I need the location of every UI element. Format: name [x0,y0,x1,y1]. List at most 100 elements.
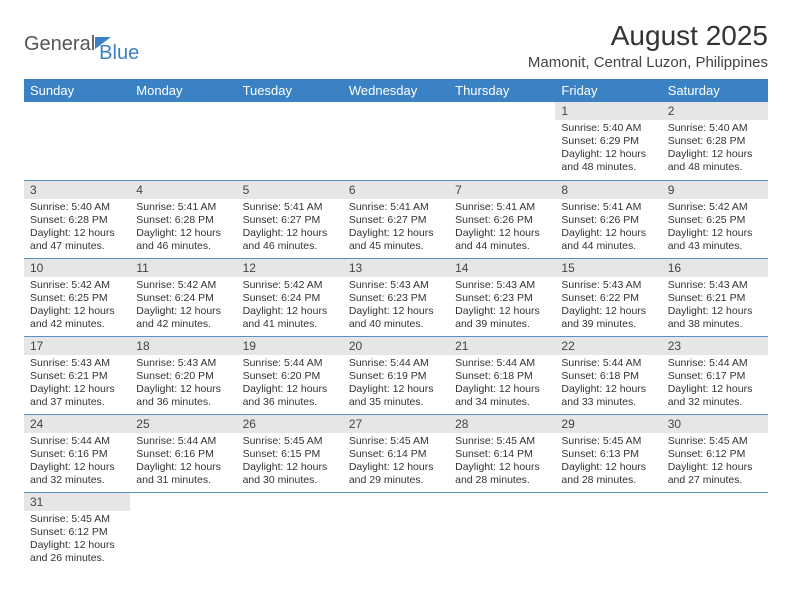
sunset-text: Sunset: 6:12 PM [668,448,762,461]
calendar-day-cell [130,492,236,570]
daylight-text: Daylight: 12 hours and 32 minutes. [30,461,124,487]
daylight-text: Daylight: 12 hours and 27 minutes. [668,461,762,487]
daylight-text: Daylight: 12 hours and 46 minutes. [243,227,337,253]
day-details: Sunrise: 5:43 AMSunset: 6:20 PMDaylight:… [130,355,236,413]
calendar-day-cell: 28Sunrise: 5:45 AMSunset: 6:14 PMDayligh… [449,414,555,492]
day-details: Sunrise: 5:45 AMSunset: 6:12 PMDaylight:… [24,511,130,569]
sunset-text: Sunset: 6:13 PM [561,448,655,461]
calendar-week-row: 3Sunrise: 5:40 AMSunset: 6:28 PMDaylight… [24,180,768,258]
sunrise-text: Sunrise: 5:44 AM [136,435,230,448]
calendar-table: Sunday Monday Tuesday Wednesday Thursday… [24,79,768,570]
sunrise-text: Sunrise: 5:44 AM [349,357,443,370]
calendar-day-cell: 19Sunrise: 5:44 AMSunset: 6:20 PMDayligh… [237,336,343,414]
calendar-week-row: 17Sunrise: 5:43 AMSunset: 6:21 PMDayligh… [24,336,768,414]
calendar-day-cell [130,102,236,180]
page-header: General Blue August 2025 Mamonit, Centra… [24,20,768,71]
daylight-text: Daylight: 12 hours and 45 minutes. [349,227,443,253]
calendar-day-cell: 1Sunrise: 5:40 AMSunset: 6:29 PMDaylight… [555,102,661,180]
sunset-text: Sunset: 6:16 PM [30,448,124,461]
day-number: 2 [662,102,768,120]
logo-text-blue: Blue [99,42,139,65]
calendar-day-cell: 9Sunrise: 5:42 AMSunset: 6:25 PMDaylight… [662,180,768,258]
daylight-text: Daylight: 12 hours and 31 minutes. [136,461,230,487]
sunrise-text: Sunrise: 5:41 AM [561,201,655,214]
logo: General Blue [24,20,139,65]
day-details: Sunrise: 5:44 AMSunset: 6:18 PMDaylight:… [449,355,555,413]
calendar-day-cell: 5Sunrise: 5:41 AMSunset: 6:27 PMDaylight… [237,180,343,258]
sunrise-text: Sunrise: 5:43 AM [455,279,549,292]
calendar-day-cell [555,492,661,570]
day-details: Sunrise: 5:41 AMSunset: 6:28 PMDaylight:… [130,199,236,257]
daylight-text: Daylight: 12 hours and 44 minutes. [455,227,549,253]
sunset-text: Sunset: 6:21 PM [668,292,762,305]
calendar-day-cell: 6Sunrise: 5:41 AMSunset: 6:27 PMDaylight… [343,180,449,258]
calendar-day-cell: 26Sunrise: 5:45 AMSunset: 6:15 PMDayligh… [237,414,343,492]
day-details: Sunrise: 5:45 AMSunset: 6:13 PMDaylight:… [555,433,661,491]
day-details: Sunrise: 5:41 AMSunset: 6:27 PMDaylight:… [343,199,449,257]
sunrise-text: Sunrise: 5:42 AM [136,279,230,292]
calendar-day-cell: 27Sunrise: 5:45 AMSunset: 6:14 PMDayligh… [343,414,449,492]
sunrise-text: Sunrise: 5:41 AM [136,201,230,214]
daylight-text: Daylight: 12 hours and 48 minutes. [668,148,762,174]
day-details: Sunrise: 5:44 AMSunset: 6:16 PMDaylight:… [24,433,130,491]
sunrise-text: Sunrise: 5:44 AM [668,357,762,370]
daylight-text: Daylight: 12 hours and 37 minutes. [30,383,124,409]
daylight-text: Daylight: 12 hours and 36 minutes. [136,383,230,409]
daylight-text: Daylight: 12 hours and 34 minutes. [455,383,549,409]
sunrise-text: Sunrise: 5:45 AM [668,435,762,448]
day-number: 15 [555,259,661,277]
day-header: Wednesday [343,79,449,102]
day-details: Sunrise: 5:45 AMSunset: 6:14 PMDaylight:… [343,433,449,491]
sunrise-text: Sunrise: 5:42 AM [30,279,124,292]
sunrise-text: Sunrise: 5:45 AM [349,435,443,448]
daylight-text: Daylight: 12 hours and 42 minutes. [136,305,230,331]
daylight-text: Daylight: 12 hours and 32 minutes. [668,383,762,409]
day-number: 11 [130,259,236,277]
day-header: Monday [130,79,236,102]
calendar-week-row: 24Sunrise: 5:44 AMSunset: 6:16 PMDayligh… [24,414,768,492]
sunrise-text: Sunrise: 5:42 AM [668,201,762,214]
day-details: Sunrise: 5:45 AMSunset: 6:12 PMDaylight:… [662,433,768,491]
calendar-day-cell: 25Sunrise: 5:44 AMSunset: 6:16 PMDayligh… [130,414,236,492]
sunset-text: Sunset: 6:23 PM [455,292,549,305]
sunset-text: Sunset: 6:24 PM [136,292,230,305]
day-number: 27 [343,415,449,433]
daylight-text: Daylight: 12 hours and 28 minutes. [561,461,655,487]
calendar-day-cell: 21Sunrise: 5:44 AMSunset: 6:18 PMDayligh… [449,336,555,414]
day-details: Sunrise: 5:44 AMSunset: 6:16 PMDaylight:… [130,433,236,491]
calendar-day-cell: 16Sunrise: 5:43 AMSunset: 6:21 PMDayligh… [662,258,768,336]
day-details: Sunrise: 5:41 AMSunset: 6:26 PMDaylight:… [449,199,555,257]
day-details: Sunrise: 5:44 AMSunset: 6:17 PMDaylight:… [662,355,768,413]
day-details: Sunrise: 5:43 AMSunset: 6:23 PMDaylight:… [449,277,555,335]
daylight-text: Daylight: 12 hours and 46 minutes. [136,227,230,253]
sunset-text: Sunset: 6:22 PM [561,292,655,305]
calendar-day-cell: 22Sunrise: 5:44 AMSunset: 6:18 PMDayligh… [555,336,661,414]
day-details: Sunrise: 5:45 AMSunset: 6:15 PMDaylight:… [237,433,343,491]
calendar-day-cell [343,102,449,180]
day-number: 19 [237,337,343,355]
sunrise-text: Sunrise: 5:45 AM [455,435,549,448]
day-details: Sunrise: 5:44 AMSunset: 6:20 PMDaylight:… [237,355,343,413]
sunset-text: Sunset: 6:25 PM [30,292,124,305]
calendar-day-cell: 24Sunrise: 5:44 AMSunset: 6:16 PMDayligh… [24,414,130,492]
sunset-text: Sunset: 6:12 PM [30,526,124,539]
sunset-text: Sunset: 6:28 PM [668,135,762,148]
day-number: 26 [237,415,343,433]
calendar-day-cell: 17Sunrise: 5:43 AMSunset: 6:21 PMDayligh… [24,336,130,414]
daylight-text: Daylight: 12 hours and 35 minutes. [349,383,443,409]
daylight-text: Daylight: 12 hours and 38 minutes. [668,305,762,331]
day-details: Sunrise: 5:40 AMSunset: 6:29 PMDaylight:… [555,120,661,178]
calendar-day-cell: 13Sunrise: 5:43 AMSunset: 6:23 PMDayligh… [343,258,449,336]
logo-text-general: General [24,33,95,56]
sunrise-text: Sunrise: 5:43 AM [136,357,230,370]
calendar-day-cell: 15Sunrise: 5:43 AMSunset: 6:22 PMDayligh… [555,258,661,336]
calendar-day-cell [237,492,343,570]
day-number: 8 [555,181,661,199]
calendar-day-cell [449,492,555,570]
sunrise-text: Sunrise: 5:40 AM [30,201,124,214]
sunset-text: Sunset: 6:17 PM [668,370,762,383]
location-subtitle: Mamonit, Central Luzon, Philippines [528,54,768,71]
calendar-day-cell: 12Sunrise: 5:42 AMSunset: 6:24 PMDayligh… [237,258,343,336]
day-header: Tuesday [237,79,343,102]
daylight-text: Daylight: 12 hours and 47 minutes. [30,227,124,253]
